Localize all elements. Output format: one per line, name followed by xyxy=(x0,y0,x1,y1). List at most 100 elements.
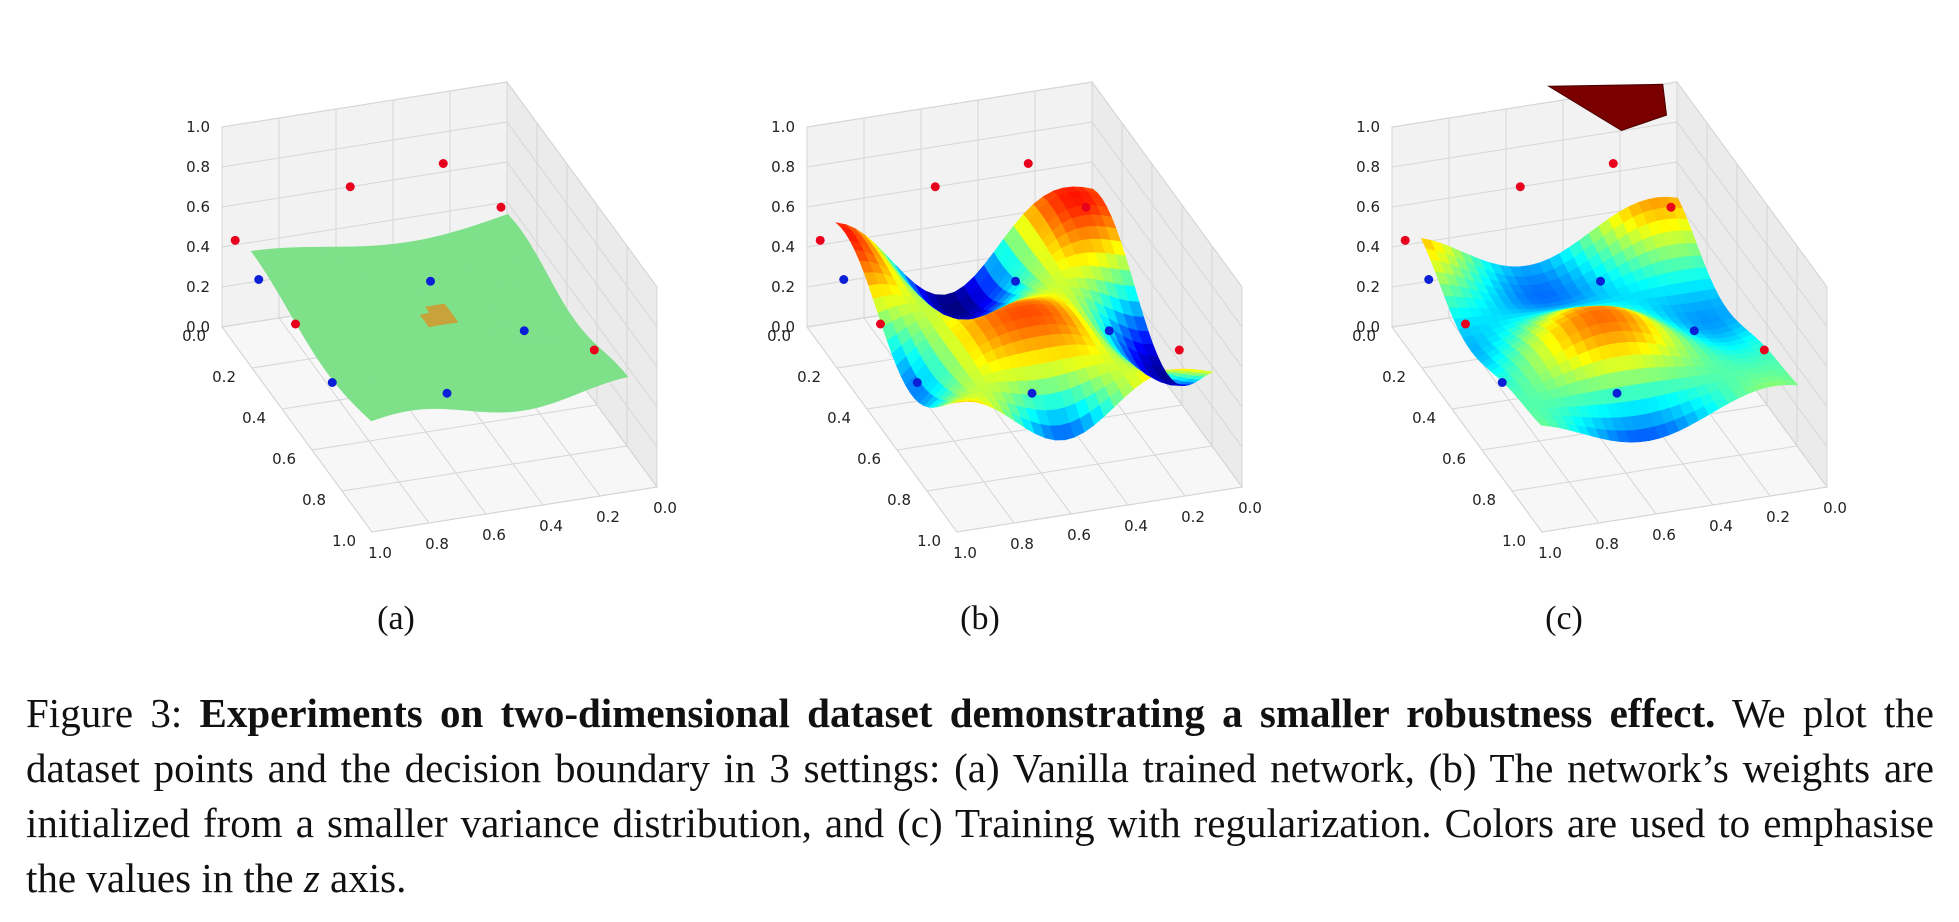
y-tick-label: 0.8 xyxy=(1010,535,1034,553)
gridline xyxy=(221,121,508,168)
gridline xyxy=(1676,121,1828,328)
gridline xyxy=(956,486,1243,533)
gridline xyxy=(1676,81,1828,288)
gridline xyxy=(1091,161,1243,368)
data-point-red xyxy=(1608,159,1618,168)
z-tick-label: 0.2 xyxy=(771,278,795,296)
y-tick-label: 0.6 xyxy=(482,526,506,544)
plot-3d-b: 0.0 0.2 0.4 0.6 0.8 1.0 0.0 0.2 0.4 0.6 0.8 1.0 0.0 0… xyxy=(767,80,1262,562)
gridline xyxy=(341,445,628,492)
data-point-red xyxy=(230,235,240,245)
data-point-blue xyxy=(327,378,337,387)
data-point-blue xyxy=(1104,326,1114,336)
data-point-red xyxy=(930,182,940,192)
subplot-b: 0.0 0.2 0.4 0.6 0.8 1.0 0.0 0.2 0.4 0.6 0.8 1.0 0.0 0… xyxy=(695,80,1262,575)
y-tick-label: 0.4 xyxy=(539,517,563,535)
z-tick-label: 0.0 xyxy=(186,318,210,336)
z-tick-label: 0.4 xyxy=(1356,238,1380,256)
axes-3d: 0.0 0.2 0.4 0.6 0.8 1.0 0.0 0.2 0.4 0.6 0.8 1.0 0.0 0… xyxy=(767,80,1262,562)
gridline xyxy=(221,326,373,533)
data-point-red xyxy=(1400,235,1410,245)
subplot-a: 0.0 0.2 0.4 0.6 0.8 1.0 0.0 0.2 0.4 0.6 0.8 1.0 0.0 0… xyxy=(110,80,677,575)
gridline xyxy=(1541,486,1828,533)
z-tick-label: 0.6 xyxy=(186,198,210,216)
gridline xyxy=(506,201,658,408)
data-point-blue xyxy=(1689,326,1699,336)
data-point-red xyxy=(876,319,885,329)
subplot-c: 0.0 0.2 0.4 0.6 0.8 1.0 0.0 0.2 0.4 0.6 0.8 1.0 0.0 0… xyxy=(1280,80,1847,575)
caption-title: Experiments on two-dimensional dataset d… xyxy=(199,690,1716,736)
x-tick-label: 0.6 xyxy=(857,450,881,468)
gridline xyxy=(806,161,1093,208)
y-tick-label: 1.0 xyxy=(368,544,392,562)
x-tick-label: 1.0 xyxy=(332,532,356,550)
plot-3d-c: 0.0 0.2 0.4 0.6 0.8 1.0 0.0 0.2 0.4 0.6 0.8 1.0 0.0 0… xyxy=(1352,80,1847,562)
gridline xyxy=(1676,161,1828,368)
data-point-blue xyxy=(1497,378,1507,387)
z-tick-label: 0.6 xyxy=(1356,198,1380,216)
x-tick-label: 0.4 xyxy=(242,409,266,427)
axes-3d: 0.0 0.2 0.4 0.6 0.8 1.0 0.0 0.2 0.4 0.6 0.8 1.0 0.0 0… xyxy=(182,80,677,562)
data-point-red xyxy=(1461,319,1470,329)
z-tick-label: 0.4 xyxy=(186,238,210,256)
axes-3d: 0.0 0.2 0.4 0.6 0.8 1.0 0.0 0.2 0.4 0.6 0.8 1.0 0.0 0… xyxy=(1352,80,1847,562)
x-tick-label: 0.6 xyxy=(272,450,296,468)
caption-prefix: Figure 3: xyxy=(26,690,200,736)
z-tick-label: 1.0 xyxy=(1356,118,1380,136)
gridline xyxy=(278,317,430,524)
caption-body: We plot the dataset points and the decis… xyxy=(26,690,1935,901)
data-point-red xyxy=(1174,345,1184,355)
surface-patch xyxy=(497,213,513,224)
y-tick-label: 0.8 xyxy=(1595,535,1619,553)
data-point-red xyxy=(589,345,599,355)
gridline xyxy=(806,121,1093,168)
y-tick-label: 0.6 xyxy=(1652,526,1676,544)
data-point-red xyxy=(438,159,448,168)
x-tick-label: 0.4 xyxy=(1412,409,1436,427)
gridline xyxy=(1511,445,1798,492)
gridline xyxy=(506,161,658,368)
gridline xyxy=(863,317,1015,524)
z-tick-label: 0.2 xyxy=(1356,278,1380,296)
gridline xyxy=(371,486,658,533)
data-point-blue xyxy=(912,378,922,387)
data-point-blue xyxy=(1612,388,1622,398)
data-point-red xyxy=(1515,182,1525,192)
z-tick-label: 1.0 xyxy=(771,118,795,136)
data-point-blue xyxy=(1424,275,1434,284)
subfigure-label-c: (c) xyxy=(1545,600,1583,637)
x-tick-label: 0.0 xyxy=(182,327,206,345)
subfigure-label-b: (b) xyxy=(960,600,1000,637)
data-point-blue xyxy=(839,275,849,284)
gridline xyxy=(221,161,508,208)
x-tick-label: 0.6 xyxy=(1442,450,1466,468)
y-tick-label: 1.0 xyxy=(953,544,977,562)
z-tick-label: 1.0 xyxy=(186,118,210,136)
y-tick-label: 0.8 xyxy=(425,535,449,553)
data-point-blue xyxy=(442,388,452,398)
data-point-blue xyxy=(426,276,435,286)
x-tick-label: 0.2 xyxy=(1382,368,1406,386)
subfigure-label-a: (a) xyxy=(377,600,415,637)
gridline xyxy=(506,121,658,328)
y-tick-label: 0.4 xyxy=(1709,517,1733,535)
figure-row: 0.0 0.2 0.4 0.6 0.8 1.0 0.0 0.2 0.4 0.6 0.8 1.0 0.0 0… xyxy=(110,80,1847,637)
x-tick-label: 0.4 xyxy=(827,409,851,427)
upper-surface xyxy=(1547,83,1668,132)
data-point-red xyxy=(815,235,825,245)
x-tick-label: 1.0 xyxy=(1502,532,1526,550)
data-point-red xyxy=(1081,202,1091,212)
data-point-blue xyxy=(1596,276,1605,286)
y-tick-label: 0.6 xyxy=(1067,526,1091,544)
data-point-red xyxy=(1666,202,1676,212)
z-tick-label: 0.8 xyxy=(186,158,210,176)
y-tick-label: 0.2 xyxy=(1181,508,1205,526)
figure-caption: Figure 3: Experiments on two-dimensional… xyxy=(26,686,1934,906)
x-tick-label: 0.8 xyxy=(887,491,911,509)
x-tick-label: 0.0 xyxy=(767,327,791,345)
gridline xyxy=(1391,326,1543,533)
gridline xyxy=(1391,161,1678,208)
x-tick-label: 1.0 xyxy=(917,532,941,550)
gridline xyxy=(806,81,1093,128)
data-point-blue xyxy=(519,326,529,336)
